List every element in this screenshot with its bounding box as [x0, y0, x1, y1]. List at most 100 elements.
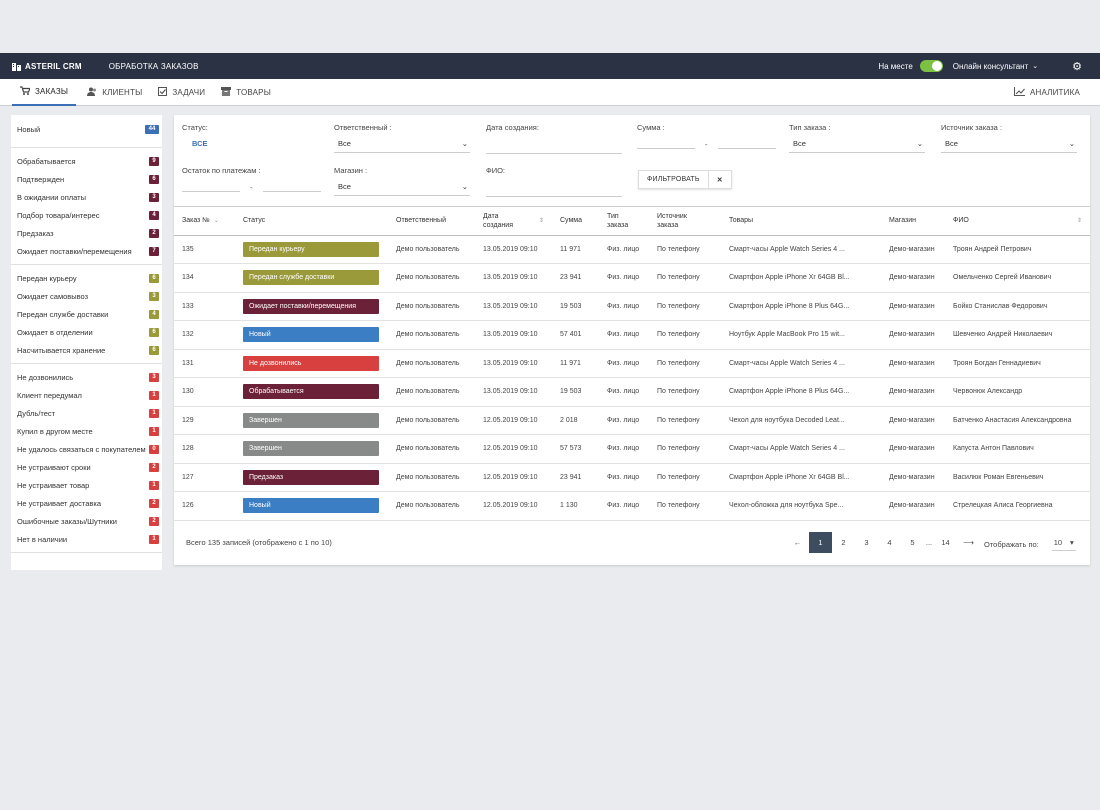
col-store[interactable]: Магазин	[881, 207, 945, 236]
status-pill[interactable]: Передан службе доставки	[243, 270, 379, 286]
status-pill[interactable]: Передан курьеру	[243, 241, 379, 257]
col-type[interactable]: Тип заказа	[599, 207, 649, 236]
table-row[interactable]: 126 Новый Демо пользователь 12.05.2019 09:1…	[174, 491, 1090, 521]
tab-analytics[interactable]: АНАЛИТИКА	[1006, 79, 1088, 106]
store-select[interactable]: Все ⌄	[334, 182, 470, 196]
col-sum[interactable]: Сумма	[552, 207, 599, 236]
sidebar-item[interactable]: Насчитывается хранение 6	[11, 341, 162, 359]
presence-toggle[interactable]	[919, 60, 943, 72]
status-pill[interactable]: Завершен	[243, 441, 379, 457]
balance-from-input[interactable]	[182, 182, 240, 192]
table-row[interactable]: 128 Завершен Демо пользователь 12.05.2019 0…	[174, 434, 1090, 464]
gear-icon[interactable]: ⚙	[1072, 60, 1082, 73]
col-responsible[interactable]: Ответственный	[388, 207, 475, 236]
sidebar-item[interactable]: В ожидании оплаты 3	[11, 188, 162, 206]
table-row[interactable]: 131 Не дозвонились Демо пользователь 13.05.…	[174, 349, 1090, 378]
sidebar-item[interactable]: Не устраивает доставка 2	[11, 494, 162, 512]
table-row[interactable]: 130 Обрабатывается Демо пользователь 13.05.…	[174, 377, 1090, 407]
sidebar-item-label: Ошибочные заказы/Шутники	[17, 516, 117, 526]
sidebar-item[interactable]: Купил в другом месте 1	[11, 422, 162, 440]
page-button[interactable]: 5	[910, 537, 915, 547]
clear-filter-button[interactable]: ✕	[707, 171, 731, 188]
cell-fio: Василюк Роман Евгеньевич	[945, 463, 1090, 492]
sidebar-item[interactable]: Новый 44	[11, 120, 162, 138]
per-page-select[interactable]: 10 ▾	[1051, 538, 1076, 551]
tab-goods[interactable]: ТОВАРЫ	[213, 79, 279, 106]
balance-label: Остаток по платежам :	[182, 166, 261, 175]
prev-page-button[interactable]: ←	[793, 537, 802, 547]
page-button[interactable]: 4	[887, 537, 892, 547]
col-fio[interactable]: ФИО ⇕	[945, 207, 1090, 236]
count-badge: 4	[149, 309, 159, 319]
sidebar-item[interactable]: Не удалось связаться с покупателем 0	[11, 440, 162, 458]
table-row[interactable]: 134 Передан службе доставки Демо пользоват…	[174, 263, 1090, 293]
sidebar-item[interactable]: Предзаказ 2	[11, 224, 162, 242]
status-pill[interactable]: Ожидает поставки/перемещения	[243, 298, 379, 314]
sidebar-item[interactable]: Не устраивают сроки 2	[11, 458, 162, 476]
sidebar-item[interactable]: Дубль/тест 1	[11, 404, 162, 422]
tab-clients[interactable]: КЛИЕНТЫ	[79, 79, 150, 106]
status-filter-value[interactable]: ВСЕ	[192, 139, 208, 148]
count-badge: 3	[149, 291, 159, 301]
source-filter[interactable]: Источник заказа : Все ⌄	[941, 123, 1077, 153]
sidebar-item[interactable]: Ожидает самовывоз 3	[11, 287, 162, 305]
status-pill[interactable]: Не дозвонились	[243, 355, 379, 371]
page-button[interactable]: 14	[941, 537, 950, 547]
table-row[interactable]: 133 Ожидает поставки/перемещения Демо поль…	[174, 292, 1090, 321]
created-date-filter[interactable]: Дата создания:	[486, 123, 622, 154]
balance-to-input[interactable]	[262, 182, 321, 192]
page-button[interactable]: 2	[841, 537, 846, 547]
sidebar-item[interactable]: Подтвержден 6	[11, 170, 162, 188]
table-row[interactable]: 129 Завершен Демо пользователь 12.05.2019 0…	[174, 406, 1090, 435]
col-status[interactable]: Статус	[235, 207, 388, 236]
sidebar-item[interactable]: Ожидает в отделении 6	[11, 323, 162, 341]
tab-tasks[interactable]: ЗАДАЧИ	[150, 79, 213, 106]
status-pill[interactable]: Обрабатывается	[243, 384, 379, 400]
col-order-id[interactable]: Заказ № ⌄	[174, 207, 235, 236]
presence-label: На месте	[878, 61, 913, 71]
status-pill[interactable]: Новый	[243, 327, 379, 343]
responsible-filter[interactable]: Ответственный : Все ⌄	[334, 123, 470, 153]
store-value: Все	[338, 182, 351, 191]
responsible-select[interactable]: Все ⌄	[334, 139, 470, 153]
sidebar-item[interactable]: Передан курьеру 6	[11, 269, 162, 287]
status-pill[interactable]: Предзаказ	[243, 469, 379, 485]
next-page-button[interactable]: ⟶	[963, 537, 974, 547]
status-pill[interactable]: Завершен	[243, 412, 379, 428]
sidebar-item[interactable]: Клиент передумал 1	[11, 386, 162, 404]
sum-from-input[interactable]	[637, 139, 695, 149]
filter-button[interactable]: ФИЛЬТРОВАТЬ	[647, 176, 700, 183]
table-row[interactable]: 135 Передан курьеру Демо пользователь 13.05…	[174, 235, 1090, 264]
count-badge: 7	[149, 246, 159, 256]
order-type-filter[interactable]: Тип заказа : Все ⌄	[789, 123, 925, 153]
page-button[interactable]: 1	[809, 531, 832, 553]
status-pill[interactable]: Новый	[243, 498, 379, 514]
sidebar-item[interactable]: Нет в наличии 1	[11, 530, 162, 548]
table-row[interactable]: 132 Новый Демо пользователь 13.05.2019 09:1…	[174, 320, 1090, 350]
sidebar-item[interactable]: Подбор товара/интерес 4	[11, 206, 162, 224]
created-date-input[interactable]	[486, 139, 622, 154]
fio-filter[interactable]: ФИО:	[486, 166, 622, 197]
table-row[interactable]: 127 Предзаказ Демо пользователь 12.05.2019 …	[174, 463, 1090, 492]
sidebar-item-label: Купил в другом месте	[17, 426, 93, 436]
sidebar-item[interactable]: Обрабатывается 9	[11, 152, 162, 170]
consultant-dropdown[interactable]: Онлайн консультант ⌄	[953, 62, 1038, 71]
fio-input[interactable]	[486, 182, 622, 197]
tab-orders[interactable]: ЗАКАЗЫ	[12, 79, 77, 106]
brand-logo[interactable]: ASTERIL CRM	[12, 62, 82, 71]
page-button[interactable]: 3	[864, 537, 869, 547]
store-filter[interactable]: Магазин : Все ⌄	[334, 166, 470, 196]
sum-to-input[interactable]	[717, 139, 776, 149]
col-goods[interactable]: Товары	[721, 207, 881, 236]
sidebar-item[interactable]: Не дозвонились 3	[11, 368, 162, 386]
source-select[interactable]: Все ⌄	[941, 139, 1077, 153]
sidebar-item[interactable]: Ошибочные заказы/Шутники 2	[11, 512, 162, 530]
sidebar-item[interactable]: Передан службе доставки 4	[11, 305, 162, 323]
sidebar-item[interactable]: Не устраивает товар 1	[11, 476, 162, 494]
cell-goods: Смартфон Apple iPhone 8 Plus 64G...	[721, 377, 881, 407]
order-type-select[interactable]: Все ⌄	[789, 139, 925, 153]
col-created[interactable]: Дата создания ⇕	[475, 207, 552, 236]
sidebar-item[interactable]: Ожидает поставки/перемещения 7	[11, 242, 162, 260]
col-source[interactable]: Источник заказа	[649, 207, 721, 236]
status-filter[interactable]: Статус: ВСЕ	[182, 123, 208, 148]
